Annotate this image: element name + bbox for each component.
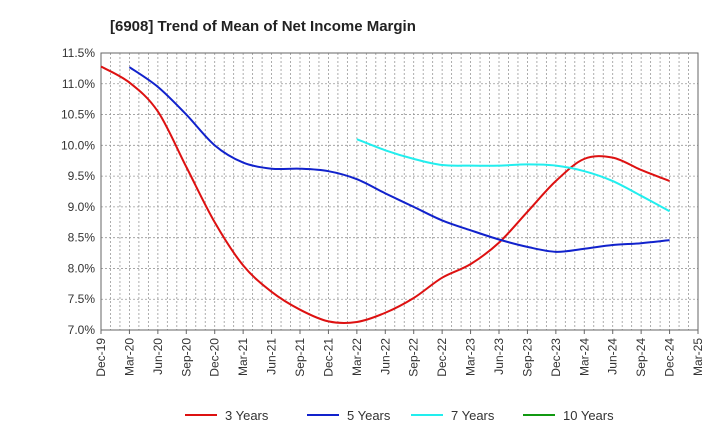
plot-frame [100, 52, 699, 331]
y-tick-label: 8.5% [68, 231, 96, 245]
x-tick-label: Jun-22 [378, 338, 392, 375]
y-tick-label: 7.0% [68, 323, 96, 337]
x-tick-label: Sep-21 [293, 338, 307, 377]
chart-title: [6908] Trend of Mean of Net Income Margi… [110, 18, 416, 35]
x-tick-label: Dec-22 [435, 338, 449, 377]
y-tick-label: 11.0% [62, 77, 95, 91]
y-tick-label: 10.0% [61, 138, 95, 152]
legend-label: 5 Years [347, 408, 391, 423]
y-tick-label: 11.5% [62, 46, 95, 60]
x-tick-label: Jun-21 [265, 338, 279, 375]
x-tick-label: Dec-20 [208, 338, 222, 377]
series-layer [100, 65, 671, 324]
series-line-3-years [100, 65, 670, 324]
y-tick-label: 9.0% [68, 200, 96, 214]
legend-label: 3 Years [225, 408, 269, 423]
x-tick-label: Sep-23 [520, 338, 534, 377]
x-tick-label: Sep-24 [634, 338, 648, 377]
series-line-5-years [128, 66, 670, 253]
grid-layer [100, 52, 699, 331]
x-tick-label: Mar-22 [350, 338, 364, 376]
x-tick-label: Mar-20 [122, 338, 136, 376]
x-tick-label: Mar-23 [464, 338, 478, 376]
y-tick-labels: 7.0% 7.5% 8.0% 8.5% 9.0% 9.5% 10.0% 10.5% 11.0% 1… [61, 46, 95, 337]
x-tick-label: Dec-19 [94, 338, 108, 377]
y-tick-label: 10.5% [61, 108, 95, 122]
x-tick-label: Dec-21 [321, 338, 335, 377]
x-tick-label: Dec-23 [549, 338, 563, 377]
x-tick-labels: Dec-19 Mar-20 Jun-20 Sep-20 Dec-20 Mar-21 Jun-… [94, 338, 705, 377]
x-tick-label: Dec-24 [663, 338, 677, 377]
y-tick-label: 7.5% [68, 292, 96, 306]
x-tick-label: Jun-23 [492, 338, 506, 375]
x-tick-label: Sep-20 [179, 338, 193, 377]
x-tick-label: Mar-25 [691, 338, 705, 376]
legend-label: 7 Years [451, 408, 495, 423]
x-tick-label: Mar-24 [577, 338, 591, 376]
x-tick-label: Jun-24 [606, 338, 620, 375]
legend: 3 Years 5 Years 7 Years 10 Years [185, 408, 614, 423]
x-tick-label: Sep-22 [407, 338, 421, 377]
y-tick-label: 9.5% [68, 169, 96, 183]
x-tick-label: Mar-21 [236, 338, 250, 376]
series-line-7-years [356, 138, 671, 213]
y-tick-label: 8.0% [68, 261, 96, 275]
axis-layer [100, 52, 699, 334]
x-tick-label: Jun-20 [151, 338, 165, 375]
legend-label: 10 Years [563, 408, 614, 423]
